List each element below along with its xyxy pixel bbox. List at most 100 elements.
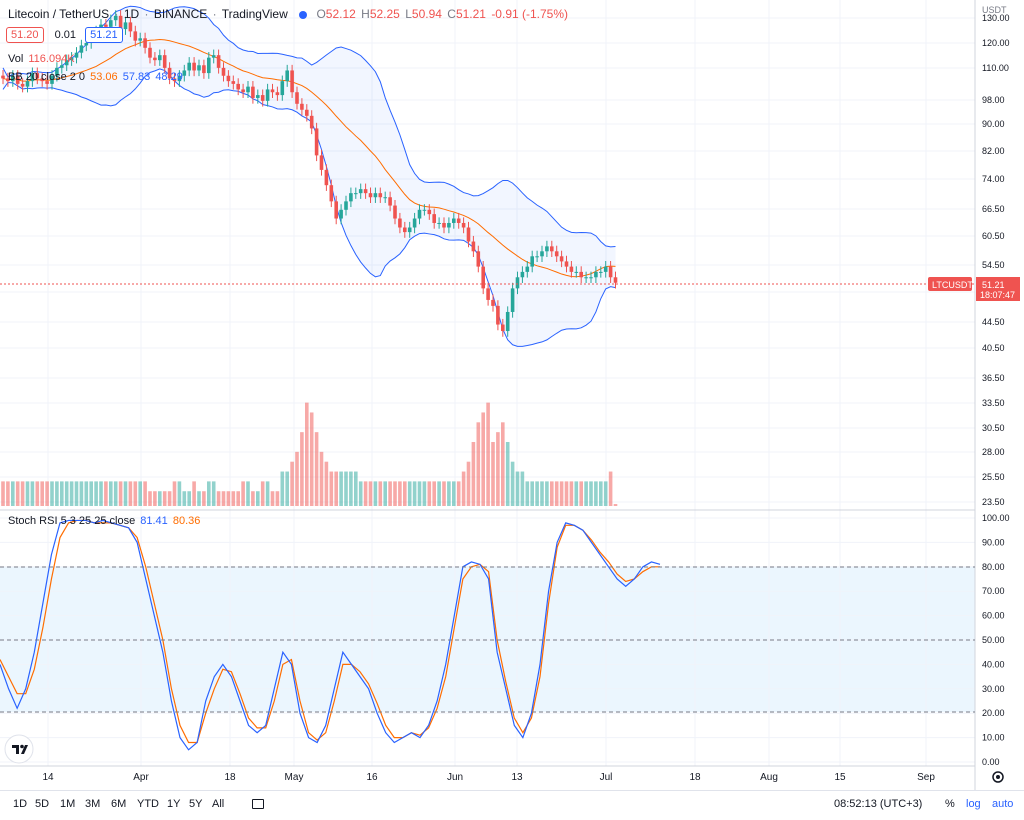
clock-label[interactable]: 08:52:13 (UTC+3) [834, 798, 923, 810]
volume-bar [256, 491, 260, 506]
timeframe-5y[interactable]: 5Y [189, 798, 203, 810]
ohlc-low: 50.94 [411, 7, 442, 21]
volume-bar [25, 481, 30, 506]
volume-bar [109, 481, 113, 506]
candle-body [187, 62, 191, 71]
volume-bar [133, 481, 138, 506]
candle-body [368, 193, 373, 198]
timeframe-6m[interactable]: 6M [111, 798, 127, 810]
candle-body [1, 75, 5, 79]
volume-bar [447, 481, 451, 506]
time-tick-label: 15 [834, 772, 846, 783]
volume-label: Vol [8, 53, 24, 65]
volume-bar [64, 481, 69, 506]
volume-bar [270, 491, 275, 506]
time-axis[interactable]: 14 Apr 18 May 16 Jun 13 Jul 18 Aug 15 Sep [42, 772, 935, 783]
price-tick-label: 66.50 [982, 204, 1005, 214]
timeframe-1d[interactable]: 1D [13, 798, 28, 810]
last-price-value: 51.21 [982, 280, 1005, 290]
candle-body [422, 209, 427, 211]
provider-label: TradingView [221, 7, 288, 21]
gear-icon[interactable] [992, 771, 1004, 783]
candle-body [574, 271, 579, 273]
timeframe-ytd[interactable]: YTD [137, 798, 159, 810]
buy-button[interactable]: 51.21 [85, 27, 123, 43]
volume-bar [6, 481, 10, 506]
interval-label[interactable]: 1D [123, 7, 140, 21]
candle-body [594, 271, 598, 278]
volume-bar [349, 471, 353, 506]
volume-bar [476, 422, 481, 506]
volume-bar [221, 491, 226, 506]
stoch-k-line [0, 519, 661, 751]
countdown-value: 18:07:47 [980, 290, 1015, 300]
log-toggle[interactable]: log [966, 798, 981, 810]
time-tick-label: Sep [917, 772, 935, 783]
timeframe-1y[interactable]: 1Y [167, 798, 181, 810]
candle-body [300, 103, 304, 110]
volume-bar [334, 471, 338, 506]
candle-body [50, 75, 54, 84]
tradingview-logo-icon[interactable] [4, 734, 34, 764]
eye-icon[interactable] [299, 10, 308, 19]
symbol-name[interactable]: Litecoin / TetherUS [8, 7, 110, 21]
candle-body [569, 266, 574, 272]
trade-buttons: 51.20 0.01 51.21 [6, 27, 125, 43]
bb-legend[interactable]: BB 20 close 2 0 53.06 57.83 48.29 [8, 71, 185, 83]
price-tick-label: 23.50 [982, 497, 1005, 507]
candle-body [515, 277, 520, 289]
volume-bar [305, 402, 309, 506]
stoch-legend[interactable]: Stoch RSI 5 3 25 25 close 81.41 80.36 [8, 515, 202, 527]
volume-bar [481, 412, 485, 506]
volume-bar [388, 481, 392, 506]
candle-body [407, 227, 412, 233]
volume-bar [207, 481, 211, 506]
auto-toggle[interactable]: auto [992, 798, 1014, 810]
price-tick-label: 30.50 [982, 423, 1005, 433]
volume-bar [564, 481, 569, 506]
candle-body [349, 193, 353, 202]
price-chart[interactable]: 130.00120.00110.0098.0090.0082.0074.0066… [0, 0, 1024, 790]
volume-value: 116.094K [28, 53, 75, 65]
volume-bar [422, 481, 427, 506]
volume-bar [35, 481, 40, 506]
candle-body [579, 271, 583, 278]
candle-body [40, 78, 44, 82]
volume-bar [231, 491, 236, 506]
volume-bar [99, 481, 103, 506]
candle-body [319, 155, 324, 170]
time-tick-label: 16 [366, 772, 378, 783]
timeframe-1m[interactable]: 1M [60, 798, 76, 810]
candle-body [496, 305, 500, 325]
volume-bar [11, 481, 15, 506]
currency-label: USDT [982, 5, 1007, 15]
volume-bar [104, 481, 108, 506]
timeframe-5d[interactable]: 5D [35, 798, 50, 810]
volume-bar [236, 491, 240, 506]
sell-button[interactable]: 51.20 [6, 27, 44, 43]
candle-body [270, 89, 275, 93]
volume-bar [148, 491, 152, 506]
candle-body [167, 67, 172, 79]
date-range-icon[interactable] [252, 799, 264, 809]
candle-body [207, 57, 211, 74]
volume-bar [442, 481, 446, 506]
symbol-legend[interactable]: Litecoin / TetherUS · 1D · BINANCE · Tra… [8, 7, 569, 21]
timeframe-all[interactable]: All [212, 798, 225, 810]
percent-toggle[interactable]: % [945, 798, 955, 810]
candle-body [339, 209, 343, 219]
candle-body [15, 75, 20, 84]
volume-bar [599, 481, 603, 506]
stoch-rsi-lines [0, 519, 661, 751]
candle-body [133, 31, 138, 41]
volume-legend[interactable]: Vol 116.094K [8, 53, 77, 65]
stoch-tick-label: 80.00 [982, 562, 1005, 572]
bb-lower-line [2, 68, 616, 347]
timeframe-3m[interactable]: 3M [85, 798, 101, 810]
price-tick-label: 25.50 [982, 472, 1005, 482]
time-tick-label: 18 [689, 772, 701, 783]
volume-bar [373, 481, 378, 506]
bb-fill [3, 6, 616, 347]
candle-body [113, 15, 118, 21]
stoch-axis[interactable]: 100.00 90.00 80.00 70.00 60.00 50.00 40.00 30.0… [982, 513, 1010, 767]
